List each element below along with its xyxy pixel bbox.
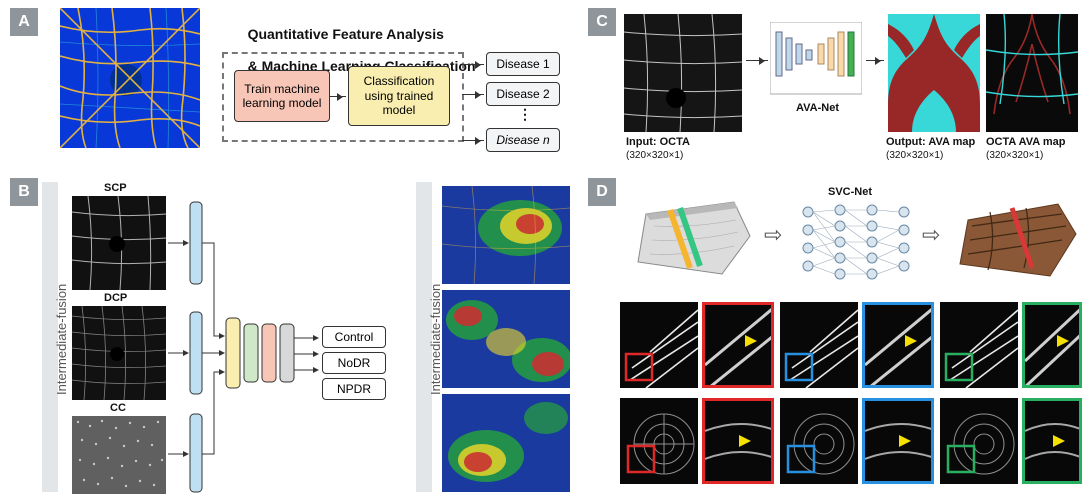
panel-label-b: B: [10, 178, 38, 206]
panel-b-label-cc: CC: [110, 402, 126, 414]
panel-c-arrow-in: [746, 60, 768, 61]
panel-b-scp-image: [72, 196, 166, 290]
panel-d-input-volume: [626, 186, 756, 286]
panel-d-output-3d: [950, 186, 1080, 286]
panel-d-r2c2-zoom: [862, 398, 934, 484]
panel-b-label-dcp: DCP: [104, 292, 127, 304]
panel-c-out2-caption: OCTA AVA map: [986, 136, 1065, 148]
panel-b-side-label2: Intermediate-fusion: [428, 284, 443, 395]
panel-d-r1c3-main: [940, 302, 1018, 388]
figure-root: A B C D Quantitative Feature Analysis & …: [0, 0, 1090, 503]
panel-b-label-scp: SCP: [104, 182, 127, 194]
panel-a-classify-box: Classification using trained model: [348, 66, 450, 126]
panel-c-net-label: AVA-Net: [796, 102, 839, 114]
panel-d-r2c3-zoom: [1022, 398, 1082, 484]
panel-a-arrow-train-classify: [330, 96, 346, 97]
panel-a-dots: ⋮: [518, 106, 532, 123]
panel-a-octa-image: [60, 8, 200, 148]
panel-c-input-dim: (320×320×1): [626, 150, 683, 161]
panel-d-r2c1-zoom: [702, 398, 774, 484]
panel-b-cc-image: [72, 416, 166, 494]
panel-d-r1c3-zoom: [1022, 302, 1082, 388]
panel-d-r2c3-main: [940, 398, 1018, 484]
panel-d-arrow1: ⇨: [764, 222, 782, 248]
panel-d-r1c2-main: [780, 302, 858, 388]
panel-a-disease2: Disease 2: [486, 82, 560, 106]
panel-c-out1-caption: Output: AVA map: [886, 136, 975, 148]
panel-label-c: C: [588, 8, 616, 36]
panel-b-out-nodr: NoDR: [322, 352, 386, 374]
panel-a-arrow-out2: [462, 94, 484, 95]
panel-c-arrow-out: [866, 60, 884, 61]
panel-c-input-image: [624, 14, 742, 132]
panel-a-disease1: Disease 1: [486, 52, 560, 76]
panel-b-side-label: Intermediate-fusion: [54, 284, 69, 395]
panel-d-arrow2: ⇨: [922, 222, 940, 248]
panel-b-dcp-image: [72, 306, 166, 400]
panel-a-title-line1: Quantitative Feature Analysis: [248, 26, 444, 42]
panel-a-train-box: Train machine learning model: [234, 70, 330, 122]
panel-c-input-caption: Input: OCTA: [626, 136, 690, 148]
panel-d-r2c2-main: [780, 398, 858, 484]
panel-a-arrow-out1: [462, 64, 484, 65]
panel-d-svcnet: [796, 200, 916, 280]
panel-b-heatmap2: [442, 290, 570, 388]
panel-c-out1-dim: (320×320×1): [886, 150, 943, 161]
panel-d-r1c2-zoom: [862, 302, 934, 388]
panel-c-out2-dim: (320×320×1): [986, 150, 1043, 161]
panel-c-avanet: [770, 22, 862, 100]
panel-d-net-label: SVC-Net: [828, 186, 872, 198]
panel-a-arrow-out3: [462, 140, 484, 141]
panel-label-a: A: [10, 8, 38, 36]
panel-label-d: D: [588, 178, 616, 206]
panel-b-heatmap3: [442, 394, 570, 492]
panel-d-r1c1-zoom: [702, 302, 774, 388]
panel-b-heatmap1: [442, 186, 570, 284]
panel-d-r1c1-main: [620, 302, 698, 388]
panel-a-diseasen: Disease n: [486, 128, 560, 152]
panel-c-ava-map: [888, 14, 980, 132]
panel-b-out-control: Control: [322, 326, 386, 348]
panel-d-r2c1-main: [620, 398, 698, 484]
panel-b-out-npdr: NPDR: [322, 378, 386, 400]
panel-c-octa-ava-map: [986, 14, 1078, 132]
